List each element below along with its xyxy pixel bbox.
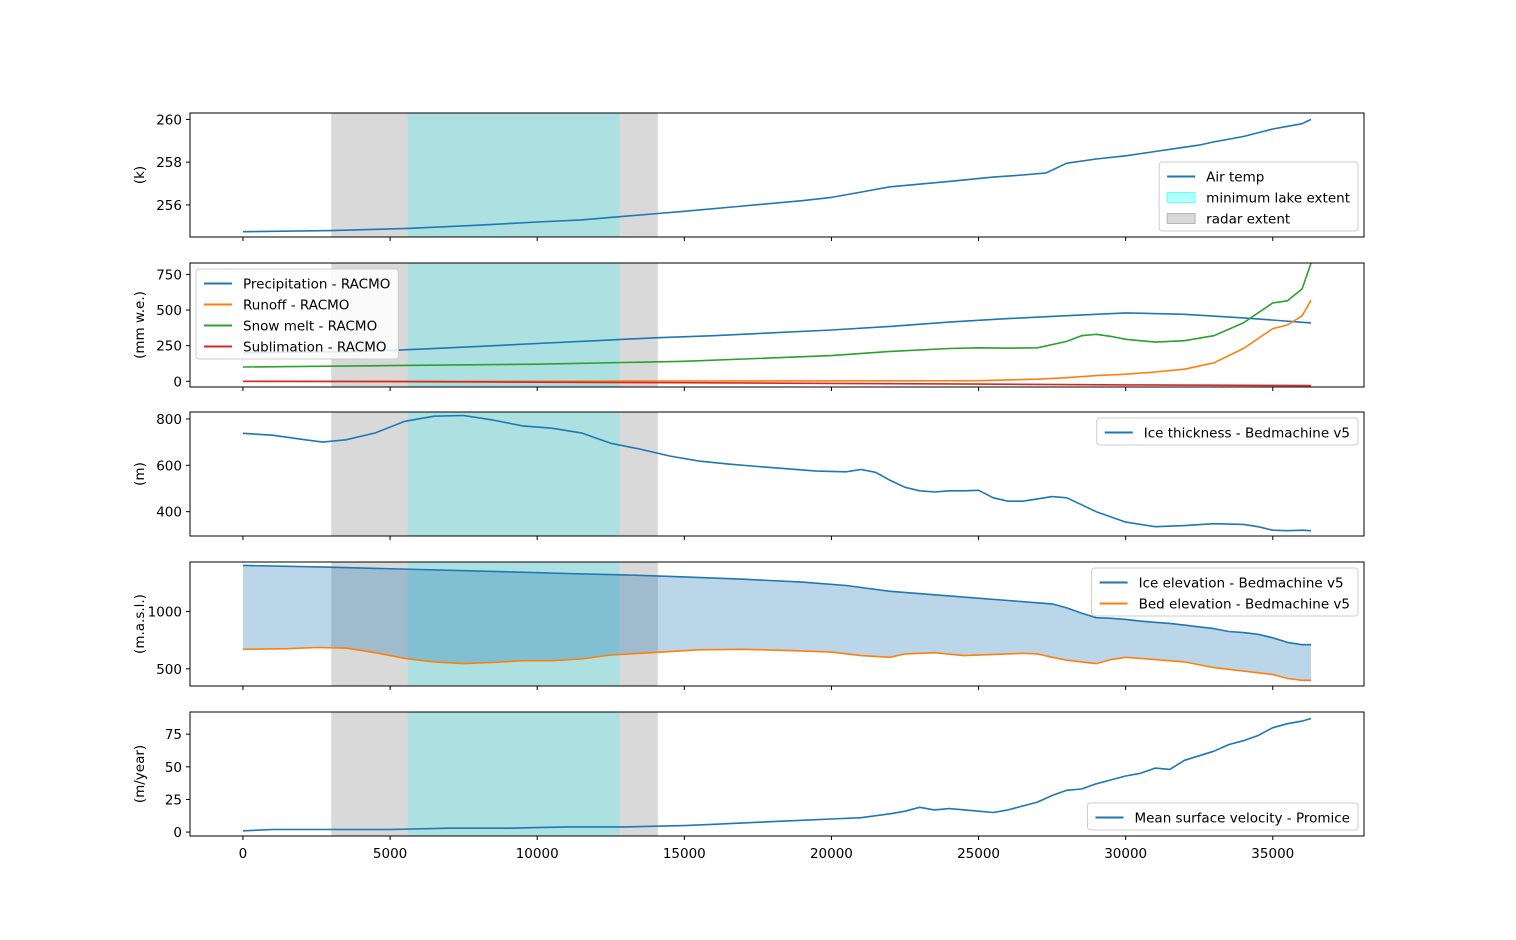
x-tick-label: 0	[239, 846, 248, 862]
lake-extent-span	[407, 712, 620, 836]
radar-extent-span	[331, 412, 658, 536]
y-tick-label: 75	[165, 727, 182, 743]
lake-extent-span	[407, 562, 620, 686]
x-tick-label: 25000	[957, 846, 1000, 862]
radar-extent-span	[331, 712, 658, 836]
ice-column-fill	[243, 565, 1311, 681]
axes-frame	[189, 711, 1365, 837]
y-tick-label: 0	[173, 374, 182, 390]
series-line-2	[242, 646, 1311, 682]
x-tick-label: 5000	[373, 846, 407, 862]
radar-extent-span	[331, 113, 658, 237]
y-axis-label: (m.a.s.l.)	[132, 594, 148, 654]
panel-4: 500 1000(m.a.s.l.) Ice elevation - Bedmach…	[132, 561, 1365, 690]
lake-extent-span	[407, 113, 620, 237]
series-line-2	[243, 299, 1312, 383]
legend-label: radar extent	[1206, 212, 1290, 228]
panel-3: 400 600 800 (m) Ice thickness - Bedmachine v…	[132, 411, 1365, 540]
y-tick-label: 500	[156, 303, 182, 319]
legend-label: Precipitation - RACMO	[243, 277, 390, 293]
y-tick-label: 1000	[148, 604, 182, 620]
legend-label: Runoff - RACMO	[243, 298, 349, 314]
series-line-1	[242, 414, 1312, 532]
x-tick-label: 35000	[1251, 846, 1294, 862]
series-line-4	[242, 380, 1312, 387]
y-axis-label: (k)	[132, 166, 148, 184]
panel-5: 0 25 50 75 (m/year) 0 5000 10000 15000 20000 25000…	[132, 711, 1365, 862]
panel-1: 256 258 260 (k) Air temp minimum lake extent r…	[132, 112, 1365, 241]
legend-box	[1091, 567, 1359, 617]
legend-label: Air temp	[1206, 170, 1264, 186]
legend-box	[1096, 417, 1359, 446]
legend-swatch	[1166, 213, 1196, 224]
legend: Ice elevation - Bedmachine v5 Bed elevati…	[1091, 567, 1359, 617]
legend-label: Ice elevation - Bedmachine v5	[1139, 576, 1344, 592]
axes-frame	[189, 561, 1365, 687]
legend-label: Bed elevation - Bedmachine v5	[1139, 597, 1350, 613]
legend: Mean surface velocity - Promice	[1086, 802, 1359, 831]
y-tick-label: 25	[165, 792, 182, 808]
x-tick-label: 10000	[516, 846, 559, 862]
series-line-1	[242, 312, 1312, 354]
legend-box	[1086, 802, 1359, 831]
y-tick-label: 800	[156, 412, 182, 428]
y-tick-label: 258	[156, 155, 182, 171]
legend: Precipitation - RACMO Runoff - RACMO Snow …	[195, 268, 399, 360]
y-tick-label: 50	[165, 760, 182, 776]
axes-frame	[189, 112, 1365, 238]
series-line-1	[242, 717, 1312, 832]
plot-area	[242, 712, 1312, 836]
x-tick-label: 15000	[663, 846, 706, 862]
series-line-1	[242, 564, 1311, 646]
legend-box	[1158, 161, 1359, 232]
legend-swatch	[1166, 192, 1196, 203]
x-tick-label: 30000	[1104, 846, 1147, 862]
lake-extent-span	[407, 263, 620, 387]
plot-area	[242, 412, 1312, 536]
y-tick-label: 500	[156, 662, 182, 678]
legend-label: Snow melt - RACMO	[243, 319, 377, 335]
lake-extent-span	[407, 412, 620, 536]
y-tick-label: 256	[156, 198, 182, 214]
x-tick-label: 20000	[810, 846, 853, 862]
series-line-3	[242, 263, 1312, 368]
legend-label: Ice thickness - Bedmachine v5	[1144, 426, 1350, 442]
series-line-1	[242, 118, 1312, 233]
y-tick-label: 260	[156, 112, 182, 128]
y-tick-label: 250	[156, 339, 182, 355]
legend-label: Mean surface velocity - Promice	[1134, 811, 1350, 827]
axes-frame	[189, 411, 1365, 537]
y-tick-label: 600	[156, 458, 182, 474]
legend-box	[195, 268, 399, 360]
legend-label: Sublimation - RACMO	[243, 340, 386, 356]
plot-area	[242, 113, 1312, 237]
y-tick-label: 750	[156, 267, 182, 283]
y-tick-label: 400	[156, 505, 182, 521]
panel-2: 0 250 500 750 (mm w.e.) Precipitation - RACMO…	[132, 262, 1365, 391]
plot-area	[242, 562, 1311, 686]
legend: Air temp minimum lake extent radar extent	[1158, 161, 1359, 232]
y-tick-label: 0	[173, 825, 182, 841]
y-axis-label: (m/year)	[132, 745, 148, 803]
legend: Ice thickness - Bedmachine v5	[1096, 417, 1359, 446]
plot-area	[242, 263, 1312, 387]
radar-extent-span	[331, 562, 658, 686]
y-axis-label: (mm w.e.)	[132, 291, 148, 359]
axes-frame	[189, 262, 1365, 388]
legend-label: minimum lake extent	[1206, 191, 1350, 207]
y-axis-label: (m)	[132, 462, 148, 486]
